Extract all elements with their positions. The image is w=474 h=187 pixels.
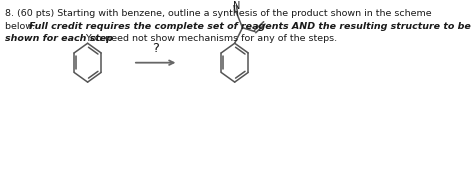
Text: below.: below. [6,22,42,31]
Text: .  You need not show mechanisms for any of the steps.: . You need not show mechanisms for any o… [77,33,337,43]
Text: ?: ? [152,42,159,55]
Text: shown for each step: shown for each step [6,33,113,43]
Text: N: N [233,1,240,11]
Text: Full credit requires the complete set of reagents AND the resulting structure to: Full credit requires the complete set of… [29,22,471,31]
Text: 8. (60 pts) Starting with benzene, outline a synthesis of the product shown in t: 8. (60 pts) Starting with benzene, outli… [6,9,432,18]
